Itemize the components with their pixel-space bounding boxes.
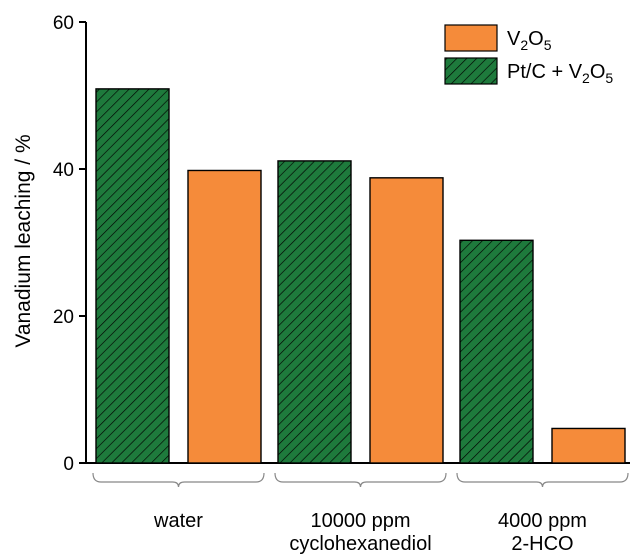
x-group-label: water (153, 510, 203, 532)
x-group-label: 10000 ppm (310, 510, 410, 532)
bar (95, 88, 170, 464)
y-axis-label: Vanadium leaching / % (12, 134, 35, 347)
bar (551, 427, 626, 464)
group-brace (456, 472, 629, 488)
legend-label: V2O5 (507, 28, 552, 53)
group-brace (274, 472, 447, 488)
legend-swatch (444, 24, 498, 52)
x-group-label: cyclohexanediol (289, 533, 431, 555)
x-group-label: 4000 ppm (498, 510, 587, 532)
bar (277, 160, 352, 464)
y-tick-label: 40 (53, 160, 74, 181)
legend-label: Pt/C + V2O5 (507, 61, 613, 86)
bar (187, 169, 262, 464)
y-tick-label: 20 (53, 307, 74, 328)
x-group-label: 2-HCO (511, 533, 573, 555)
bar (459, 239, 534, 464)
bar (369, 177, 444, 464)
group-brace (92, 472, 265, 488)
y-tick-label: 0 (63, 454, 74, 475)
legend-swatch (444, 57, 498, 85)
y-tick-label: 60 (53, 13, 74, 34)
